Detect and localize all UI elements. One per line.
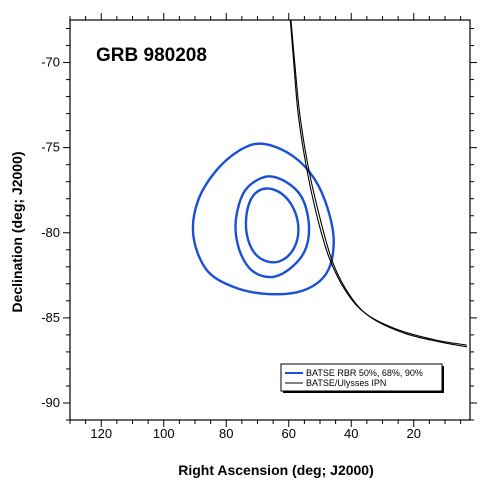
y-axis-title: Declination (deg; J2000) [9, 151, 25, 312]
legend: BATSE RBR 50%, 68%, 90%BATSE/Ulysses IPN [280, 363, 444, 393]
y-tick-label: -70 [41, 55, 60, 70]
contour-68-percent [234, 175, 311, 279]
y-tick-label: -75 [41, 140, 60, 155]
x-tick-label: 100 [153, 426, 175, 441]
plot-area [69, 19, 471, 421]
axis-ticks: 120 100 80 60 40 20 -70 -75 -80 -85 -90 [41, 13, 477, 441]
x-tick-label: 40 [344, 426, 358, 441]
x-axis-title: Right Ascension (deg; J2000) [178, 462, 374, 478]
legend-box [280, 363, 443, 392]
plot-frame [69, 19, 471, 421]
y-tick-label: -80 [41, 225, 60, 240]
ipn-annulus-outer-edge [289, 20, 467, 346]
y-tick-label: -85 [41, 310, 60, 325]
x-tick-label: 20 [407, 426, 421, 441]
y-tick-label: -90 [41, 395, 60, 410]
x-tick-label: 60 [282, 426, 296, 441]
x-tick-label: 80 [219, 426, 233, 441]
legend-label: BATSE RBR 50%, 68%, 90% [306, 368, 423, 378]
legend-label: BATSE/Ulysses IPN [306, 378, 386, 388]
contour-90-percent [191, 142, 335, 296]
contour-50-percent [244, 187, 300, 264]
chart-title: GRB 980208 [96, 45, 207, 66]
x-tick-label: 120 [90, 426, 112, 441]
ipn-annulus-inner-edge [290, 20, 467, 348]
data-layer [191, 20, 467, 348]
